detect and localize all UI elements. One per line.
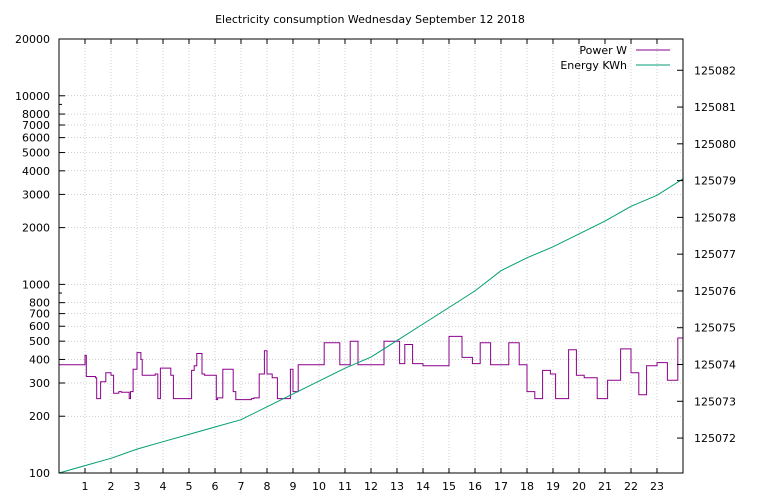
- y-tick-label: 20000: [15, 33, 50, 46]
- y2-tick-label: 125078: [694, 211, 736, 224]
- y2-tick-label: 125082: [694, 64, 736, 77]
- x-tick-label: 11: [338, 480, 352, 493]
- y-tick-label: 600: [29, 320, 50, 333]
- x-tick-label: 20: [572, 480, 586, 493]
- y-tick-label: 200: [29, 410, 50, 423]
- y-tick-label: 7000: [22, 119, 50, 132]
- x-tick-label: 15: [442, 480, 456, 493]
- y-tick-label: 8000: [22, 108, 50, 121]
- x-tick-label: 14: [416, 480, 430, 493]
- y-tick-label: 500: [29, 335, 50, 348]
- plot-area: [58, 178, 684, 474]
- y2-tick-label: 125073: [694, 395, 736, 408]
- y-tick-label: 100: [29, 467, 50, 480]
- x-tick-label: 12: [364, 480, 378, 493]
- y-tick-label: 4000: [22, 165, 50, 178]
- y2-tick-label: 125080: [694, 138, 736, 151]
- y2-tick-label: 125081: [694, 101, 736, 114]
- series-line-energy-kwh: [58, 178, 684, 474]
- x-tick-label: 23: [650, 480, 664, 493]
- x-tick-label: 1: [82, 480, 89, 493]
- y-tick-label: 3000: [22, 188, 50, 201]
- y-tick-label: 300: [29, 377, 50, 390]
- x-tick-label: 13: [390, 480, 404, 493]
- y2-tick-label: 125076: [694, 285, 736, 298]
- x-tick-label: 10: [312, 480, 326, 493]
- y2-tick-label: 125079: [694, 175, 736, 188]
- series-line-power-w: [59, 335, 684, 401]
- x-tick-label: 7: [238, 480, 245, 493]
- x-tick-label: 6: [212, 480, 219, 493]
- y-tick-label: 2000: [22, 222, 50, 235]
- y-tick-label: 10000: [15, 90, 50, 103]
- x-tick-label: 22: [624, 480, 638, 493]
- x-tick-label: 9: [290, 480, 297, 493]
- x-tick-label: 21: [598, 480, 612, 493]
- x-tick-label: 8: [264, 480, 271, 493]
- x-tick-label: 4: [160, 480, 167, 493]
- chart-title: Electricity consumption Wednesday Septem…: [215, 13, 525, 26]
- y-tick-label: 5000: [22, 147, 50, 160]
- legend: Power W Energy KWh: [560, 44, 670, 72]
- y2-tick-label: 125072: [694, 432, 736, 445]
- legend-label: Energy KWh: [560, 59, 627, 72]
- x-tick-label: 3: [134, 480, 141, 493]
- x-tick-label: 5: [186, 480, 193, 493]
- y-tick-label: 700: [29, 308, 50, 321]
- grid: [59, 39, 683, 473]
- x-tick-label: 18: [520, 480, 534, 493]
- y-tick-label: 800: [29, 297, 50, 310]
- y2-tick-label: 125077: [694, 248, 736, 261]
- y-tick-label: 400: [29, 353, 50, 366]
- y2-tick-label: 125074: [694, 359, 736, 372]
- y2-tick-label: 125075: [694, 322, 736, 335]
- x-tick-label: 2: [108, 480, 115, 493]
- x-tick-label: 17: [494, 480, 508, 493]
- y-tick-label: 6000: [22, 132, 50, 145]
- x-tick-label: 16: [468, 480, 482, 493]
- y-tick-label: 1000: [22, 278, 50, 291]
- legend-label: Power W: [579, 44, 627, 57]
- axes: 1 2 3 4 5 6 7 8 9 10 11 12 13 14 15 16 17 18 19 20 21 22 23100…: [15, 33, 736, 493]
- x-tick-label: 19: [546, 480, 560, 493]
